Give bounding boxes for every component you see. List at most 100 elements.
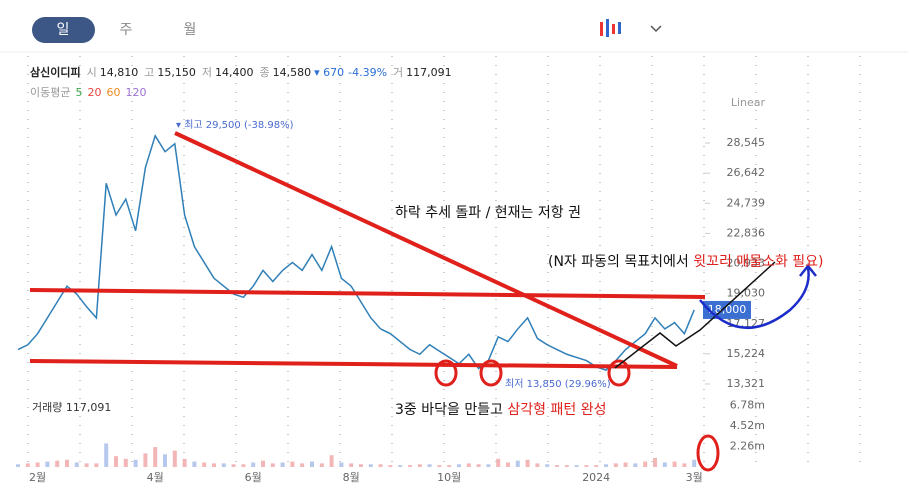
info-line: 삼신이디피 시 14,810 고 15,150 저 14,400 종 14,580 ▾ 670 -4… (30, 65, 452, 79)
volume-bar (584, 465, 589, 467)
volume-bar (359, 464, 363, 467)
volume-bar (221, 463, 226, 467)
bottom-circle (607, 359, 631, 387)
x-tick-label: 6월 (245, 471, 262, 484)
item-value: 117,091 (406, 66, 452, 79)
volume-bar (153, 447, 158, 467)
annotation-part: 3중 바닥을 만들고 (395, 402, 507, 418)
tab[interactable]: 일 (57, 22, 70, 38)
volume-bar (623, 462, 628, 467)
volume-bar (662, 462, 667, 467)
item-value: 14,400 (215, 66, 254, 79)
tab[interactable]: 월 (184, 22, 197, 38)
x-tick-label: 2월 (29, 471, 46, 484)
volume-bar (339, 462, 344, 467)
annotation-part: 삼각형 패턴 완성 (507, 402, 606, 418)
volume-bar (466, 463, 471, 467)
scale-label: Linear (731, 96, 766, 109)
tab[interactable]: 주 (120, 22, 133, 38)
volume-bar (643, 461, 648, 467)
volume-bar (378, 464, 383, 467)
low-note: 최저 13,850 (29.96%) (505, 378, 611, 390)
volume-bar (506, 462, 510, 467)
x-tick-label: 2024 (582, 471, 610, 484)
current-label: 18,000 (708, 303, 747, 316)
annotation-part: 하락 추세 돌파 / 현재는 저항 권 (395, 205, 581, 221)
volume-bar (25, 463, 30, 467)
volume-bar (45, 461, 50, 467)
volume-bar (163, 454, 167, 467)
item-label: 거 (393, 66, 403, 79)
path-sketch (614, 261, 776, 369)
dropdown-icon[interactable] (650, 25, 662, 33)
volume-bar (447, 465, 452, 467)
volume-bar (545, 464, 550, 467)
x-tick-label: 8월 (343, 471, 360, 484)
y-tick-label: 26,642 (727, 166, 766, 179)
volume-bar (182, 458, 187, 467)
y-tick-label: 24,739 (727, 196, 766, 209)
volume-bar (672, 461, 677, 467)
volume-bar (104, 443, 109, 467)
item-label: 저 (202, 66, 212, 79)
item-label: 시 (87, 66, 97, 79)
item-label: 고 (144, 66, 154, 79)
volume-bar (398, 465, 403, 467)
ma-label: 이동평균 (30, 86, 70, 99)
volume-bar (329, 455, 334, 467)
volume-bar (564, 465, 569, 467)
volume-bar (476, 464, 481, 467)
volume-bar (692, 459, 697, 467)
volume-bar (437, 465, 442, 467)
volume-bar (143, 453, 148, 467)
volume-bar (123, 458, 128, 467)
volume-bar (594, 465, 599, 467)
volume-bar (202, 462, 207, 467)
volume-bar (613, 463, 618, 467)
change: ▾ 670 (314, 66, 344, 79)
bottom-circle (479, 359, 503, 387)
volume-bar (74, 462, 79, 467)
candle-icon[interactable] (600, 19, 621, 37)
volume-bar (231, 464, 236, 467)
volume-bar (349, 463, 354, 467)
resistance-line (29, 288, 706, 299)
ma-legend: 이동평균 5 20 60 120 (30, 86, 146, 99)
volume-bar (65, 459, 69, 467)
support-line (29, 359, 678, 369)
annotation: 3중 바닥을 만들고 삼각형 패턴 완성 (395, 402, 606, 418)
volume-bar (633, 463, 638, 467)
ma-period: 20 (87, 86, 101, 99)
tab-active[interactable] (32, 17, 95, 43)
volume-bar (310, 461, 314, 467)
volume-bar (133, 459, 138, 467)
volume-bar (486, 464, 491, 467)
item-value: 14,580 (273, 66, 312, 79)
x-tick-label: 10월 (437, 471, 461, 484)
volume-bar (84, 463, 89, 467)
volume-label: 거래량 117,091 (32, 401, 111, 414)
volume-bar (290, 461, 295, 467)
stock-name: 삼신이디피 (30, 65, 81, 79)
volume-bar (604, 464, 608, 467)
volume-bar (535, 463, 540, 467)
volume-bar (114, 456, 118, 467)
volume-bar (192, 461, 197, 467)
x-tick-label: 4월 (147, 471, 164, 484)
volume-bar (55, 460, 60, 467)
change-pct: -4.39% (348, 66, 387, 79)
item-value: 14,810 (100, 66, 139, 79)
volume-bar (574, 465, 579, 467)
volume-bar (94, 463, 99, 467)
volume-circle (696, 434, 720, 472)
volume-bar (368, 464, 373, 467)
volume-bar (427, 464, 432, 467)
volume-bar (241, 464, 246, 467)
volume-bar (172, 450, 177, 467)
item-label: 종 (259, 66, 269, 79)
x-tick-label: 3월 (686, 471, 703, 484)
volume-bar (417, 464, 422, 467)
volume-bar (319, 463, 324, 467)
